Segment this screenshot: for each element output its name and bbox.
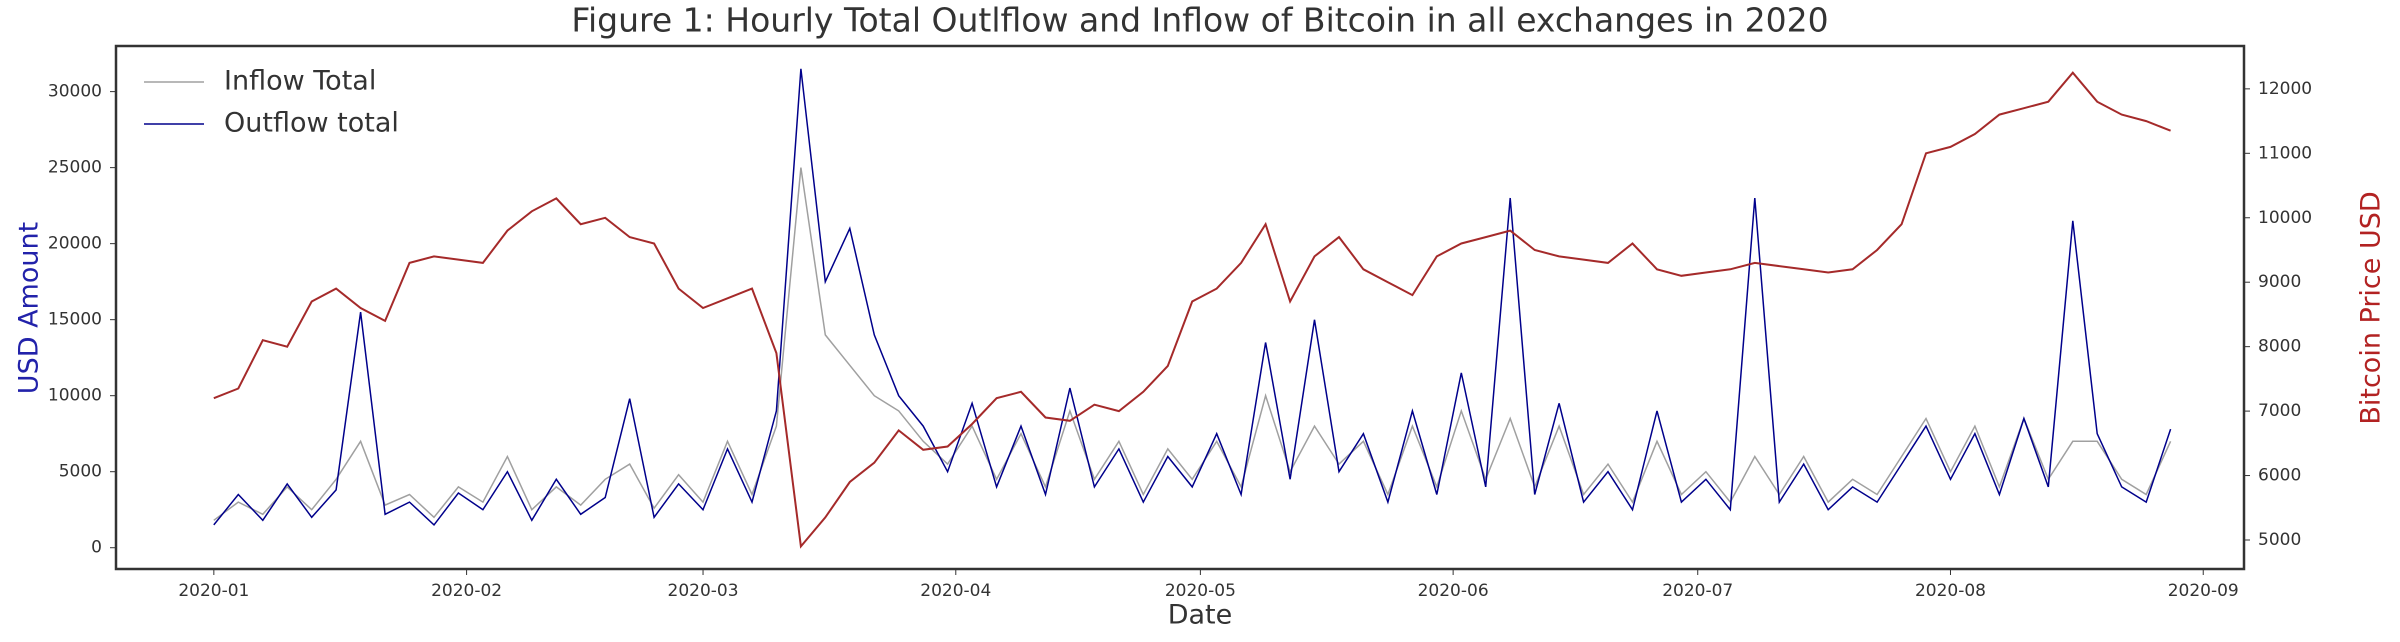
x-tick-label: 2020-09	[2168, 581, 2239, 601]
y2-tick-label: 9000	[2258, 272, 2301, 292]
x-tick-label: 2020-04	[920, 581, 991, 601]
y-tick-label: 0	[91, 538, 102, 558]
x-tick-label: 2020-01	[178, 581, 249, 601]
y2-axis-label: Bitcoin Price USD	[2356, 191, 2387, 424]
y2-tick-label: 10000	[2258, 208, 2312, 228]
x-tick-label: 2020-03	[668, 581, 739, 601]
series-line	[213, 71, 2171, 549]
y2-tick-label: 7000	[2258, 401, 2301, 421]
series-line	[213, 167, 2172, 521]
x-tick-label: 2020-08	[1915, 581, 1986, 601]
y-axis-label: USD Amount	[14, 222, 45, 394]
y2-tick-label: 11000	[2258, 143, 2312, 163]
chart-title: Figure 1: Hourly Total Outlflow and Infl…	[571, 1, 1828, 40]
y2-tick-label: 6000	[2258, 466, 2301, 486]
x-tick-label: 2020-02	[431, 581, 502, 601]
y-tick-label: 25000	[48, 158, 102, 178]
x-tick-label: 2020-05	[1165, 581, 1236, 601]
series-line	[213, 68, 2172, 527]
y2-tick-label: 12000	[2258, 79, 2312, 99]
y-tick-label: 10000	[48, 386, 102, 406]
y-tick-label: 20000	[48, 234, 102, 254]
legend-label: Outflow total	[224, 108, 399, 139]
y-tick-label: 5000	[59, 462, 102, 482]
y-tick-label: 30000	[48, 82, 102, 102]
x-tick-label: 2020-07	[1662, 581, 1733, 601]
x-axis-label: Date	[1168, 600, 1233, 631]
y2-tick-label: 8000	[2258, 337, 2301, 357]
y2-tick-label: 5000	[2258, 530, 2301, 550]
plot-frame	[114, 44, 2246, 571]
x-tick-label: 2020-06	[1418, 581, 1489, 601]
legend-label: Inflow Total	[224, 66, 376, 97]
y-tick-label: 15000	[48, 310, 102, 330]
